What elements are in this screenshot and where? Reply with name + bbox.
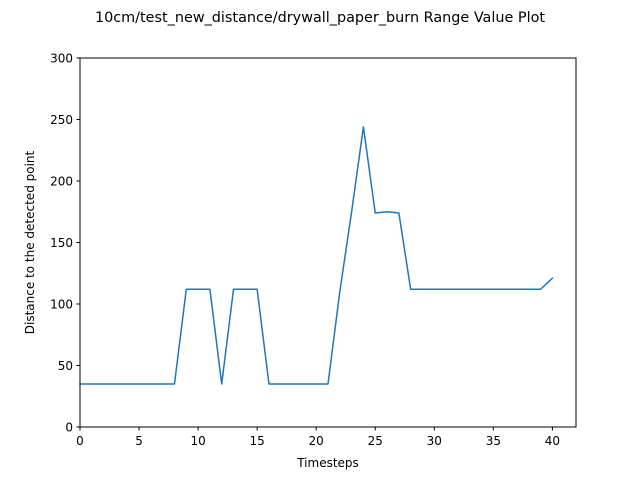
x-tick-label: 15 [250,434,265,448]
y-tick-label: 300 [50,52,73,66]
x-tick-label: 30 [427,434,442,448]
chart-title: 10cm/test_new_distance/drywall_paper_bur… [95,10,545,26]
axes-frame [79,57,577,428]
x-tick-label: 5 [135,434,143,448]
x-tick-label: 20 [309,434,324,448]
series-line-0 [79,126,554,385]
y-axis-label: Distance to the detected point [23,150,37,334]
x-axis-label: Timesteps [296,456,359,470]
x-axis: 0 5 10 15 20 25 30 35 40 [76,427,560,448]
y-tick-label: 200 [50,175,73,189]
plot-area [79,126,554,385]
y-tick-label: 150 [50,236,73,250]
y-tick-label: 250 [50,113,73,127]
y-tick-label: 100 [50,298,73,312]
x-tick-label: 35 [486,434,501,448]
x-tick-label: 25 [368,434,383,448]
y-tick-label: 50 [58,359,73,373]
x-tick-label: 0 [76,434,84,448]
y-tick-label: 0 [65,421,73,435]
y-axis: 0 50 100 150 200 250 300 [50,52,80,435]
x-tick-label: 40 [545,434,560,448]
x-tick-label: 10 [190,434,205,448]
